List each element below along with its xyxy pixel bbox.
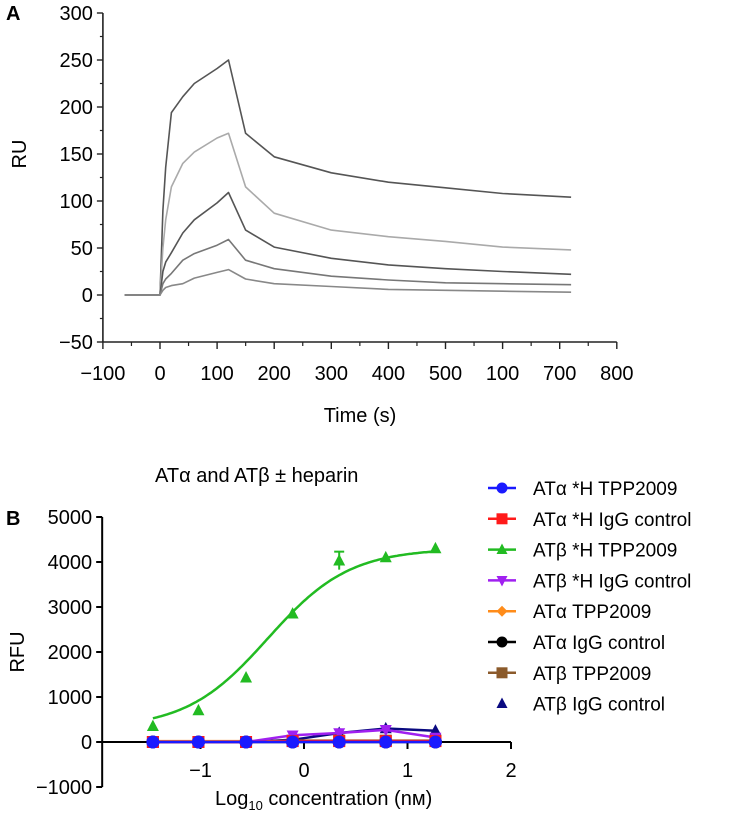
- panel-a-x-tick-label: 400: [372, 363, 405, 385]
- panel-b-label: B: [6, 508, 20, 530]
- panel-b-data-point: [146, 719, 159, 732]
- panel-a-y-axis-label: RU: [9, 140, 31, 169]
- panel-b-x-tick-label: 0: [298, 760, 309, 782]
- legend-item: ATβ *H TPP2009: [488, 541, 677, 562]
- panel-a-y-tick-label: 150: [60, 144, 93, 166]
- legend-item: ATβ IgG control: [496, 695, 665, 716]
- panel-b-data-point: [332, 735, 346, 749]
- panel-b-data-point: [333, 554, 346, 566]
- panel-a-y-tick-label: 0: [82, 285, 93, 307]
- panel-b-data-point: [379, 735, 393, 749]
- panel-a-y-tick-label: 250: [60, 50, 93, 72]
- legend-item: ATα *H TPP2009: [488, 479, 677, 500]
- panel-b-x-axis-label: Log10 concentration (nᴍ): [215, 788, 432, 813]
- legend-marker-square-icon: [496, 667, 508, 679]
- panel-a-y-tick-label: −50: [59, 332, 93, 354]
- panel-b-data-point: [240, 671, 253, 683]
- panel-b-series-3: [146, 541, 442, 732]
- panel-b-y-axis-label: RFU: [7, 631, 29, 672]
- panel-b-y-tick-label: 0: [81, 732, 92, 754]
- legend-item: ATβ TPP2009: [488, 664, 651, 685]
- legend-item: ATβ *H IgG control: [488, 571, 691, 592]
- panel-a-traces: [124, 59, 572, 296]
- panel-a-trace-1: [124, 59, 572, 296]
- panel-b-legend: ATα *H TPP2009 ATα *H IgG control ATβ *H T…: [488, 479, 691, 716]
- panel-a-trace-4: [124, 238, 572, 296]
- panel-a-x-tick-label: 800: [600, 363, 633, 385]
- panel-b-data-point: [286, 735, 300, 749]
- panel-a-x-tick-label: 300: [315, 363, 348, 385]
- legend-marker-square-icon: [496, 513, 508, 525]
- legend-label: ATα TPP2009: [533, 602, 651, 623]
- panel-a-x-tick-label: 200: [258, 363, 291, 385]
- panel-b-title: ATα and ATβ ± heparin: [155, 465, 358, 487]
- panel-b-y-tick-label: 5000: [48, 507, 93, 529]
- panel-b-x-tick-label: 2: [505, 760, 516, 782]
- panel-a-x-axis-label: Time (s): [324, 405, 397, 427]
- panel-b-y-tick-label: −1000: [36, 777, 92, 799]
- panel-a-y-tick-label: 50: [71, 238, 93, 260]
- panel-b-y-tick-label: 2000: [48, 642, 93, 664]
- panel-a-x-tick-label: 0: [154, 363, 165, 385]
- panel-a-x-tick-label: 700: [543, 363, 576, 385]
- legend-marker-diamond-icon: [496, 605, 508, 617]
- panel-b-marks: [146, 541, 442, 749]
- panel-b-y-tick-label: 4000: [48, 552, 93, 574]
- panel-b-data-point: [192, 703, 205, 716]
- panel-b-x-tick-label: 1: [402, 760, 413, 782]
- panel-b-y-tick-label: 3000: [48, 597, 93, 619]
- panel-b-fit-curve: [152, 550, 435, 720]
- legend-label: ATβ IgG control: [533, 695, 665, 716]
- legend-label: ATβ *H TPP2009: [533, 541, 677, 562]
- panel-a-trace-3: [124, 191, 572, 296]
- panel-a-axes: −50 0 50 100 150 200 250 300 −100 0 100 200 300 400 50…: [59, 3, 634, 385]
- legend-label: ATβ *H IgG control: [533, 571, 691, 592]
- panel-a-y-tick-label: 300: [60, 3, 93, 25]
- panel-b-data-point: [379, 550, 392, 563]
- panel-b-data-point: [286, 607, 299, 619]
- panel-b-data-point: [239, 735, 253, 749]
- legend-marker-triangle-down-icon: [496, 576, 508, 587]
- panel-a-x-tick-label: 500: [429, 363, 462, 385]
- panel-a-y-tick-label: 200: [60, 97, 93, 119]
- panel-b-axes: −1000 0 1000 2000 3000 4000 5000 −1 0 1 2: [36, 507, 517, 799]
- legend-label: ATα *H IgG control: [533, 510, 691, 531]
- legend-label: ATα *H TPP2009: [533, 479, 677, 500]
- panel-b-data-point: [428, 735, 442, 749]
- panel-a-y-tick-label: 100: [60, 191, 93, 213]
- panel-a-x-tick-label: −100: [80, 363, 125, 385]
- legend-marker-triangle-icon: [496, 543, 508, 554]
- panel-b-y-tick-label: 1000: [48, 687, 93, 709]
- legend-label: ATβ TPP2009: [533, 664, 651, 685]
- panel-a-trace-5: [124, 268, 572, 296]
- panel-b-series-1: [146, 735, 442, 749]
- legend-marker-circle-icon: [496, 482, 508, 494]
- legend-marker-circle-icon: [496, 636, 508, 648]
- panel-b-data-point: [429, 541, 442, 554]
- panel-a-x-tick-label: 100: [200, 363, 233, 385]
- panel-a-x-tick-label: 100: [486, 363, 519, 385]
- legend-marker-triangle-icon: [496, 697, 508, 708]
- legend-item: ATα *H IgG control: [488, 510, 691, 531]
- panel-a-label: A: [6, 3, 20, 25]
- legend-item: ATα TPP2009: [488, 602, 651, 623]
- panel-a-trace-2: [124, 132, 572, 296]
- legend-item: ATα IgG control: [488, 633, 665, 654]
- panel-b-data-point: [379, 725, 392, 737]
- panel-b-x-tick-label: −1: [189, 760, 212, 782]
- panel-b-data-point: [333, 728, 346, 740]
- legend-label: ATα IgG control: [533, 633, 665, 654]
- panel-b-data-point: [146, 735, 160, 749]
- panel-b-data-point: [191, 735, 205, 749]
